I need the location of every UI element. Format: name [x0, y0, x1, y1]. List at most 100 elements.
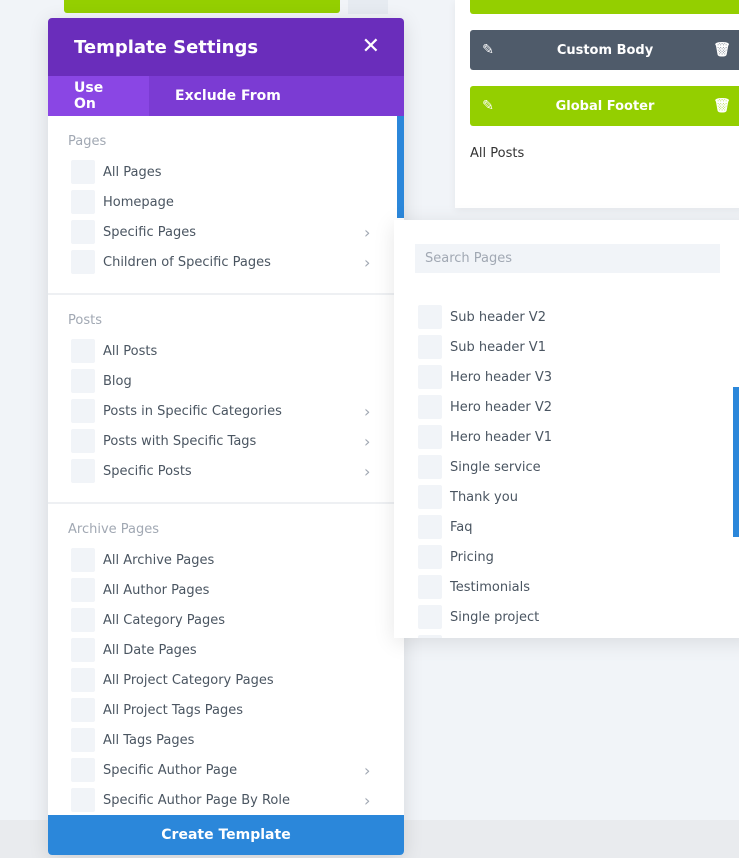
page-item[interactable]: Sub header V1 [415, 332, 552, 362]
checkbox[interactable] [71, 608, 95, 632]
chevron-right-icon[interactable]: › [364, 790, 371, 810]
option-item[interactable]: Children of Specific Pages › [68, 247, 384, 277]
close-icon[interactable]: ✕ [361, 34, 380, 59]
template-settings-modal: Template Settings ✕ Use On Exclude From … [48, 18, 404, 855]
option-item[interactable]: Specific Author Page By Role › [68, 785, 384, 815]
page-item[interactable]: Sub header V2 [415, 302, 552, 332]
page-item[interactable]: Single project [415, 602, 552, 632]
top-placeholder [348, 0, 388, 14]
checkbox[interactable] [71, 190, 95, 214]
option-item[interactable]: All Tags Pages [68, 725, 384, 755]
chevron-right-icon[interactable]: › [364, 461, 371, 481]
checkbox[interactable] [71, 369, 95, 393]
page-item[interactable]: Faq [415, 512, 552, 542]
option-item[interactable]: Homepage [68, 187, 384, 217]
page-label: Pricing [450, 549, 494, 565]
modal-title: Template Settings [74, 36, 259, 58]
global-footer-bar[interactable]: ✎ Global Footer 🗑 ⋮ [470, 86, 739, 126]
search-pages-input[interactable] [415, 244, 720, 273]
checkbox[interactable] [71, 459, 95, 483]
checkbox[interactable] [418, 425, 442, 449]
option-label: All Project Tags Pages [103, 702, 244, 718]
option-item[interactable]: Specific Author Page › [68, 755, 384, 785]
section-pages: Pages All Pages Homepage Specific Pages › Chi… [48, 116, 404, 295]
option-label: Posts with Specific Tags [103, 433, 257, 449]
checkbox[interactable] [71, 548, 95, 572]
page-label: Single service [450, 459, 541, 475]
checkbox[interactable] [418, 575, 442, 599]
checkbox[interactable] [418, 395, 442, 419]
option-item[interactable]: All Archive Pages [68, 545, 384, 575]
option-item[interactable]: All Author Pages [68, 575, 384, 605]
checkbox[interactable] [71, 728, 95, 752]
option-item[interactable]: All Project Tags Pages [68, 695, 384, 725]
page-label: Thank you [450, 489, 518, 505]
checkbox[interactable] [418, 515, 442, 539]
checkbox[interactable] [418, 455, 442, 479]
checkbox[interactable] [418, 635, 442, 638]
template-bar-top[interactable] [64, 0, 340, 13]
checkbox[interactable] [418, 365, 442, 389]
tab-bar: Use On Exclude From [48, 76, 404, 116]
checkbox[interactable] [71, 399, 95, 423]
page-item[interactable]: Hero header V1 [415, 422, 552, 452]
option-item[interactable]: Posts with Specific Tags › [68, 426, 384, 456]
page-item[interactable]: Single service [415, 452, 552, 482]
custom-body-bar[interactable]: ✎ Custom Body 🗑 ⋮ [470, 30, 739, 70]
page-item[interactable]: Testimonials [415, 572, 552, 602]
trash-icon[interactable]: 🗑 [713, 98, 731, 114]
scrollbar[interactable] [733, 387, 739, 537]
option-label: Children of Specific Pages [103, 254, 271, 270]
checkbox[interactable] [71, 668, 95, 692]
page-label: Hero header V3 [450, 369, 553, 385]
checkbox[interactable] [418, 605, 442, 629]
checkbox[interactable] [71, 638, 95, 662]
checkbox[interactable] [418, 335, 442, 359]
checkbox[interactable] [71, 220, 95, 244]
create-template-button[interactable]: Create Template [48, 815, 404, 855]
option-item[interactable]: Blog [68, 366, 384, 396]
tab-exclude-from[interactable]: Exclude From [175, 88, 281, 104]
checkbox[interactable] [71, 339, 95, 363]
chevron-right-icon[interactable]: › [364, 431, 371, 451]
option-label: All Date Pages [103, 642, 197, 658]
option-item[interactable]: All Pages [68, 157, 384, 187]
scrollbar[interactable] [397, 116, 404, 218]
checkbox[interactable] [418, 545, 442, 569]
page-item[interactable]: Hero header V2 [415, 392, 552, 422]
option-item[interactable]: All Project Category Pages [68, 665, 384, 695]
page-item[interactable]: Hero header V3 [415, 362, 552, 392]
option-label: Specific Posts [103, 463, 192, 479]
page-label: Sub header V1 [450, 339, 546, 355]
option-item[interactable]: Posts in Specific Categories › [68, 396, 384, 426]
trash-icon[interactable]: 🗑 [713, 42, 731, 58]
pencil-icon[interactable]: ✎ [482, 42, 494, 58]
option-item[interactable]: Specific Pages › [68, 217, 384, 247]
checkbox[interactable] [71, 429, 95, 453]
page-label: Testimonials [450, 579, 531, 595]
option-item[interactable]: All Date Pages [68, 635, 384, 665]
page-item[interactable]: Pricing [415, 542, 552, 572]
option-item[interactable]: Specific Posts › [68, 456, 384, 486]
header-bar[interactable] [470, 0, 739, 14]
checkbox[interactable] [71, 578, 95, 602]
checkbox[interactable] [71, 698, 95, 722]
checkbox[interactable] [71, 250, 95, 274]
page-item[interactable]: Thank you [415, 482, 552, 512]
option-item[interactable]: All Category Pages [68, 605, 384, 635]
chevron-right-icon[interactable]: › [364, 252, 371, 272]
specific-pages-panel: Sub header V2 Sub header V1 Hero header V3… [394, 220, 739, 638]
page-item[interactable] [415, 632, 552, 638]
checkbox[interactable] [418, 485, 442, 509]
checkbox[interactable] [71, 758, 95, 782]
pencil-icon[interactable]: ✎ [482, 98, 494, 114]
chevron-right-icon[interactable]: › [364, 401, 371, 421]
chevron-right-icon[interactable]: › [364, 222, 371, 242]
chevron-right-icon[interactable]: › [364, 760, 371, 780]
checkbox[interactable] [418, 305, 442, 329]
page-label: Hero header V1 [450, 429, 553, 445]
tab-use-on[interactable]: Use On [48, 76, 149, 116]
option-item[interactable]: All Posts [68, 336, 384, 366]
checkbox[interactable] [71, 788, 95, 812]
checkbox[interactable] [71, 160, 95, 184]
